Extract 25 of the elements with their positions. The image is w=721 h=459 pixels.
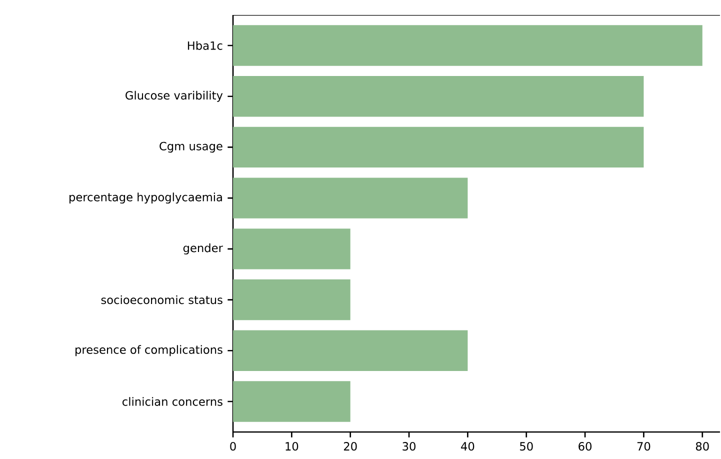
bar [233, 126, 644, 168]
bar [233, 25, 702, 66]
bar [233, 330, 468, 371]
bar [233, 76, 644, 117]
y-tick-label: gender [183, 243, 223, 254]
y-tick-label: Hba1c [188, 41, 222, 50]
bar [233, 279, 350, 320]
y-tick-label: percentage hypoglycaemia [70, 192, 222, 204]
x-tick-label: 60 [578, 442, 592, 451]
y-tick-label: Glucose varibility [126, 90, 223, 102]
bar [233, 381, 350, 422]
x-tick-label: 20 [344, 442, 357, 451]
y-tick-label: Cgm usage [160, 142, 222, 153]
x-tick-label: 70 [637, 442, 650, 451]
bar [233, 228, 350, 270]
y-tick-label: clinician concerns [122, 397, 222, 406]
x-tick-label: 80 [696, 442, 709, 451]
x-tick-label: 10 [286, 442, 298, 451]
x-tick-label: 0 [230, 442, 236, 451]
x-tick-label: 30 [402, 442, 416, 451]
y-tick-label: socioeconomic status [101, 295, 222, 304]
y-tick-label: presence of complications [76, 345, 222, 356]
x-tick-label: 40 [461, 442, 474, 451]
bar [233, 178, 468, 218]
x-tick-label: 50 [520, 442, 533, 451]
